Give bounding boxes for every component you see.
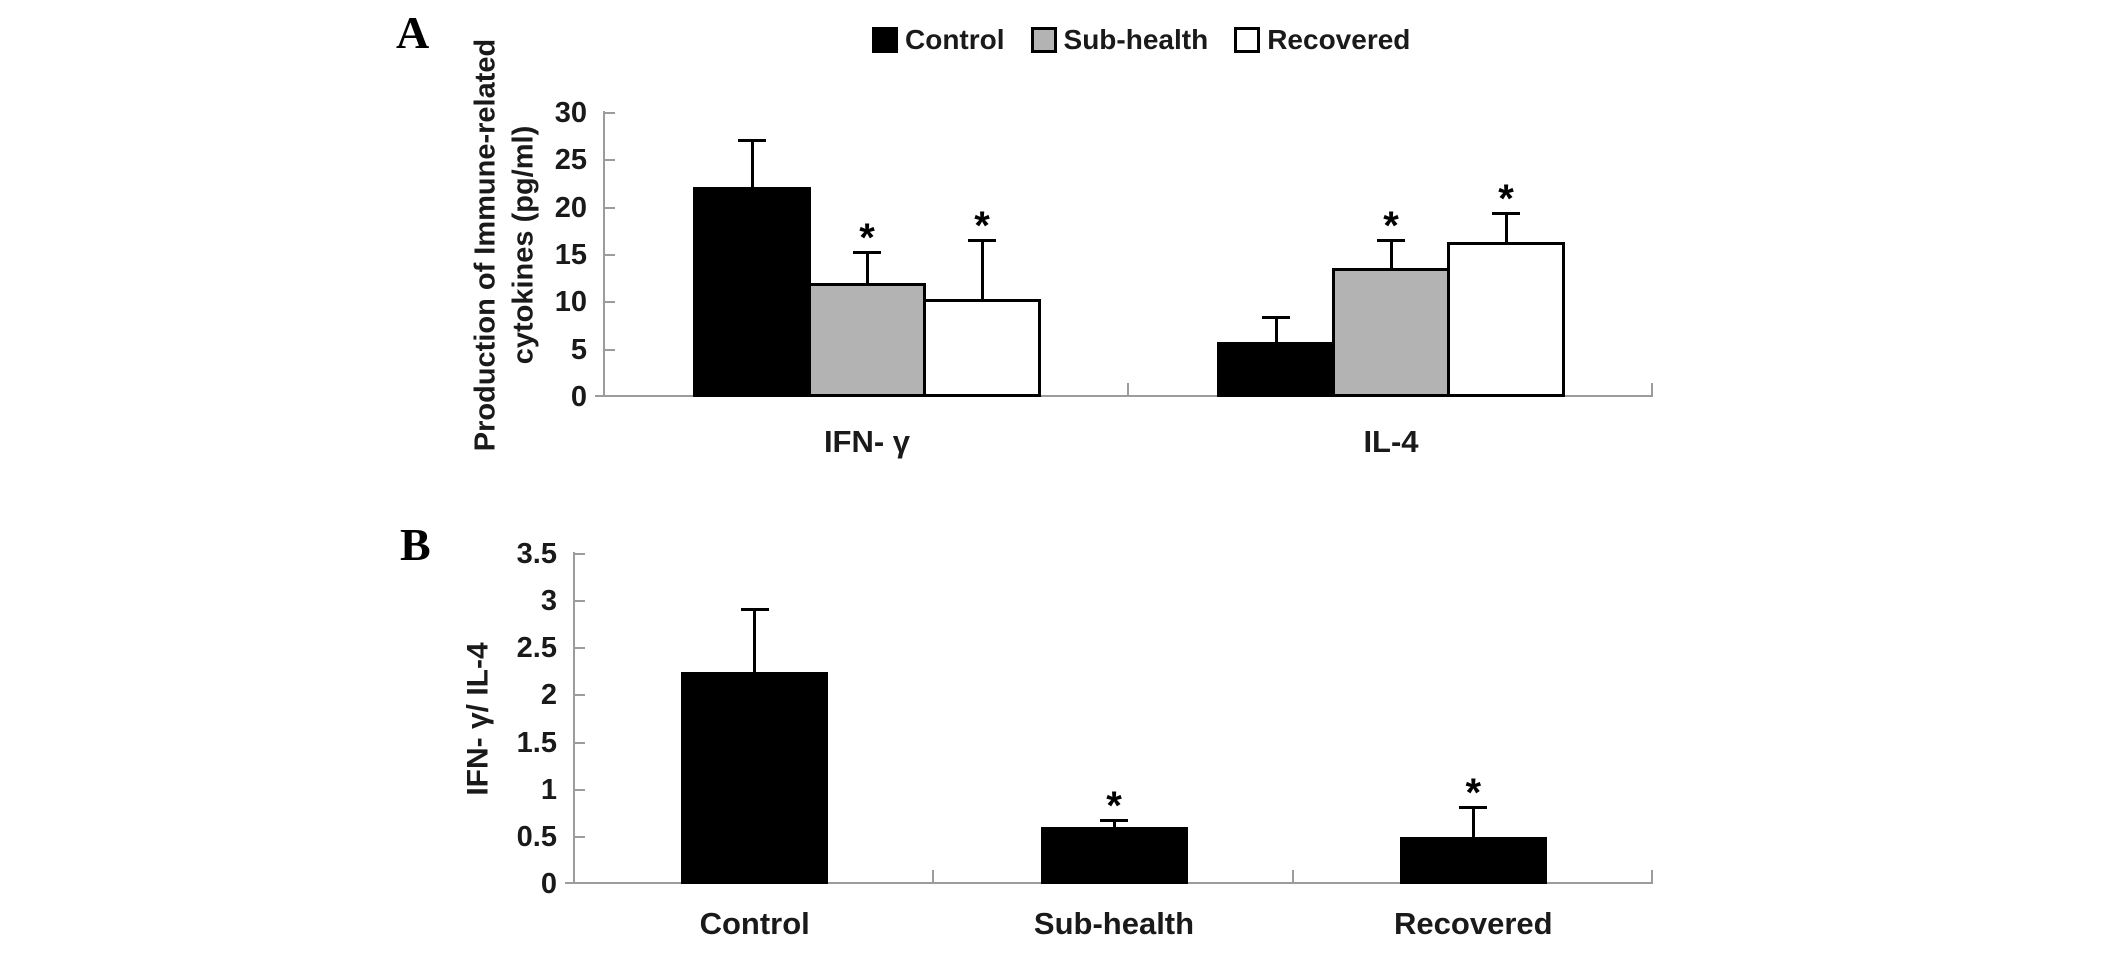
- error-bar-ratio-control: [753, 608, 757, 672]
- error-bar-cap: [1492, 212, 1520, 216]
- error-bar-control-ifn: [750, 140, 754, 187]
- error-bar-cap: [1100, 818, 1128, 822]
- white-square-icon: [1234, 27, 1261, 53]
- error-bar-cap: [1262, 316, 1290, 320]
- error-bar-cap: [853, 251, 881, 255]
- error-bar-cap: [1377, 238, 1405, 242]
- error-bar-ratio-sub-health: [1112, 819, 1116, 828]
- y-tick-mark: [575, 647, 585, 650]
- category-label-control: Control: [699, 906, 810, 941]
- significance-asterisk: *: [1383, 203, 1399, 248]
- y-tick-mark: [605, 159, 615, 162]
- bar-control-ifn: [693, 186, 811, 397]
- x-tick-mark: [932, 870, 935, 882]
- x-axis-line: [595, 395, 1653, 397]
- legend-item-control: Control: [872, 24, 1005, 56]
- category-label-ifn: IFN- γ: [823, 424, 911, 459]
- y-tick-mark: [575, 694, 585, 697]
- bar-control-il-4: [1217, 342, 1335, 397]
- bar-ratio-recovered: [1399, 836, 1547, 884]
- y-tick-mark: [575, 600, 585, 603]
- panel-b-label: B: [400, 519, 431, 570]
- y-tick-mark: [575, 553, 585, 555]
- y-tick-mark: [575, 741, 585, 744]
- error-bar-recovered-il-4: [1504, 213, 1508, 242]
- error-bar-control-il-4: [1274, 317, 1278, 343]
- legend: Control Sub-health Recovered: [872, 24, 1410, 56]
- black-square-icon: [872, 27, 898, 53]
- error-bar-sub-health-il-4: [1389, 239, 1393, 269]
- panel-a-y-axis-title: Production of Immune-related cytokines (…: [467, 39, 542, 451]
- y-tick-mark: [605, 112, 615, 114]
- x-tick-mark: [1127, 383, 1129, 395]
- y-tick-mark: [605, 348, 615, 351]
- error-bar-sub-health-ifn: [865, 252, 869, 284]
- panel-b-y-axis-title: IFN- γ/ IL-4: [461, 642, 495, 796]
- significance-asterisk: *: [1498, 177, 1514, 222]
- y-tick-mark: [605, 206, 615, 209]
- legend-item-recovered: Recovered: [1234, 24, 1410, 56]
- error-bar-cap: [738, 139, 766, 143]
- x-tick-mark: [1291, 870, 1294, 882]
- significance-asterisk: *: [974, 203, 990, 248]
- bar-ratio-control: [681, 671, 829, 884]
- y-axis-line: [603, 111, 605, 397]
- legend-label-control: Control: [905, 24, 1005, 55]
- legend-item-sub-health: Sub-health: [1030, 24, 1209, 56]
- y-tick-label: 3.5: [516, 538, 557, 570]
- category-label-sub-health: Sub-health: [1033, 906, 1195, 941]
- error-bar-recovered-ifn: [980, 239, 984, 300]
- error-bar-ratio-recovered: [1471, 806, 1475, 837]
- y-axis-line: [573, 552, 575, 884]
- bar-recovered-il-4: [1447, 241, 1565, 397]
- significance-asterisk: *: [1465, 770, 1482, 815]
- y-tick-mark: [575, 835, 585, 838]
- y-tick-mark: [575, 788, 585, 791]
- y-tick-label: 0.5: [516, 820, 557, 853]
- error-bar-cap: [740, 607, 769, 611]
- category-label-recovered: Recovered: [1394, 906, 1553, 941]
- error-bar-cap: [968, 238, 996, 242]
- panel-a-label: A: [396, 7, 430, 58]
- category-label-il-4: IL-4: [1363, 424, 1419, 459]
- bar-ratio-sub-health: [1040, 827, 1188, 884]
- significance-asterisk: *: [859, 216, 875, 261]
- x-tick-mark: [1651, 383, 1653, 395]
- legend-label-sub-health: Sub-health: [1063, 24, 1209, 55]
- y-tick-mark: [605, 254, 615, 256]
- bar-sub-health-ifn: [808, 283, 926, 397]
- panel-a-y-axis-title-line2: cytokines (pg/ml): [507, 125, 539, 365]
- panel-a-y-axis-title-line1: Production of Immune-related: [469, 38, 502, 452]
- y-tick-mark: [605, 301, 615, 304]
- legend-label-recovered: Recovered: [1267, 24, 1411, 55]
- x-tick-mark: [1651, 870, 1653, 882]
- y-tick-label: 3: [540, 585, 557, 618]
- x-axis-line: [565, 882, 1653, 884]
- error-bar-cap: [1459, 805, 1488, 809]
- bar-recovered-ifn: [923, 299, 1041, 397]
- bar-sub-health-il-4: [1332, 268, 1450, 397]
- gray-square-icon: [1030, 27, 1057, 53]
- significance-asterisk: *: [1106, 783, 1122, 828]
- y-tick-label: 0: [540, 868, 557, 900]
